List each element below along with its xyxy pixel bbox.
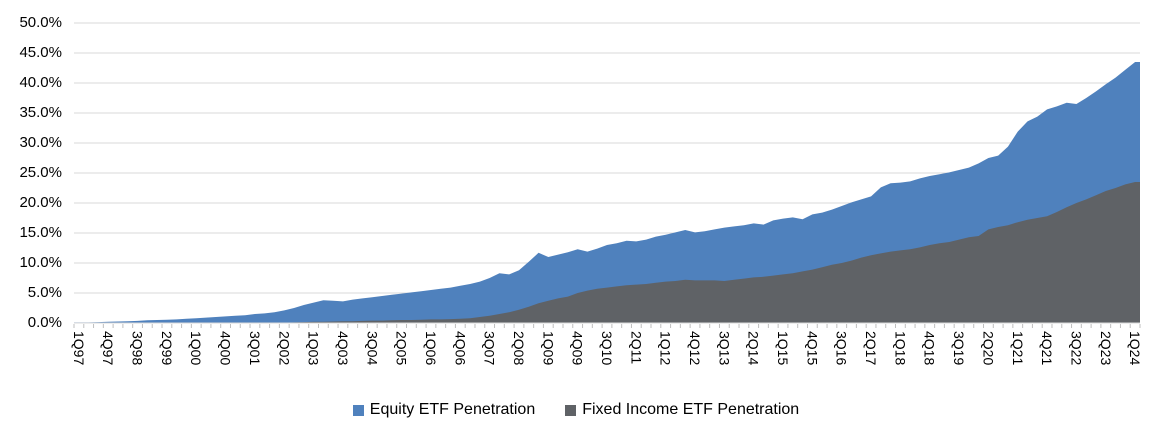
y-axis-label: 0.0%: [27, 314, 62, 331]
x-axis-label: 4Q15: [804, 331, 821, 366]
y-axis-label: 30.0%: [19, 134, 62, 151]
legend-label-fixed-income: Fixed Income ETF Penetration: [582, 401, 800, 418]
x-axis-label: 2Q23: [1097, 331, 1114, 366]
x-axis-label: 1Q03: [305, 331, 322, 366]
x-axis-label: 2Q02: [276, 331, 293, 366]
x-axis-label: 4Q06: [452, 331, 469, 366]
x-axis-label: 1Q12: [657, 331, 674, 366]
x-axis-label: 4Q12: [687, 331, 704, 366]
y-axis-label: 50.0%: [19, 14, 62, 31]
x-axis-label: 3Q19: [951, 331, 968, 366]
y-axis-label: 15.0%: [19, 224, 62, 241]
x-axis-label: 3Q04: [364, 331, 381, 366]
x-axis-label: 4Q09: [569, 331, 586, 366]
legend: Equity ETF Penetration Fixed Income ETF …: [0, 401, 1152, 419]
legend-label-equity: Equity ETF Penetration: [369, 401, 536, 418]
equity-legend-swatch-icon: [352, 404, 364, 416]
x-axis-label: 1Q15: [775, 331, 792, 366]
y-axis-label: 45.0%: [19, 44, 62, 61]
legend-item-equity: Equity ETF Penetration: [352, 401, 536, 419]
x-axis-label: 3Q98: [129, 331, 146, 366]
x-axis-label: 3Q01: [246, 331, 263, 366]
y-axis-label: 35.0%: [19, 104, 62, 121]
x-axis-label: 4Q18: [921, 331, 938, 366]
x-axis-label: 1Q97: [70, 331, 87, 366]
y-axis-label: 10.0%: [19, 254, 62, 271]
fixed-income-legend-swatch-icon: [565, 404, 577, 416]
x-axis-label: 2Q99: [158, 331, 175, 366]
x-axis-label: 4Q97: [100, 331, 117, 366]
x-axis-label: 4Q03: [334, 331, 351, 366]
x-axis-label: 4Q00: [217, 331, 234, 366]
x-axis-label: 2Q20: [980, 331, 997, 366]
x-axis-label: 3Q22: [1068, 331, 1085, 366]
x-axis-label: 3Q07: [481, 331, 498, 366]
x-axis-label: 2Q14: [745, 331, 762, 366]
x-axis-label: 1Q06: [422, 331, 439, 366]
y-axis-label: 25.0%: [19, 164, 62, 181]
fixed-income-area: [74, 182, 1140, 323]
y-axis-label: 20.0%: [19, 194, 62, 211]
x-axis-label: 1Q24: [1127, 331, 1144, 366]
x-axis-label: 3Q13: [716, 331, 733, 366]
x-axis-label: 4Q21: [1039, 331, 1056, 366]
x-axis-label: 2Q11: [628, 331, 645, 365]
x-axis-label: 1Q18: [892, 331, 909, 366]
y-axis-label: 5.0%: [27, 284, 62, 301]
x-axis-label: 2Q05: [393, 331, 410, 366]
x-axis-label: 1Q00: [188, 331, 205, 366]
x-axis-label: 1Q09: [540, 331, 557, 366]
x-axis-label: 3Q10: [599, 331, 615, 366]
x-axis-label: 2Q08: [510, 331, 527, 366]
x-axis-label: 2Q17: [863, 331, 880, 366]
y-axis-label: 40.0%: [19, 74, 62, 91]
x-axis-label: 1Q21: [1009, 331, 1026, 366]
x-axis-label: 3Q16: [833, 331, 850, 366]
legend-item-fixed-income: Fixed Income ETF Penetration: [565, 401, 799, 419]
